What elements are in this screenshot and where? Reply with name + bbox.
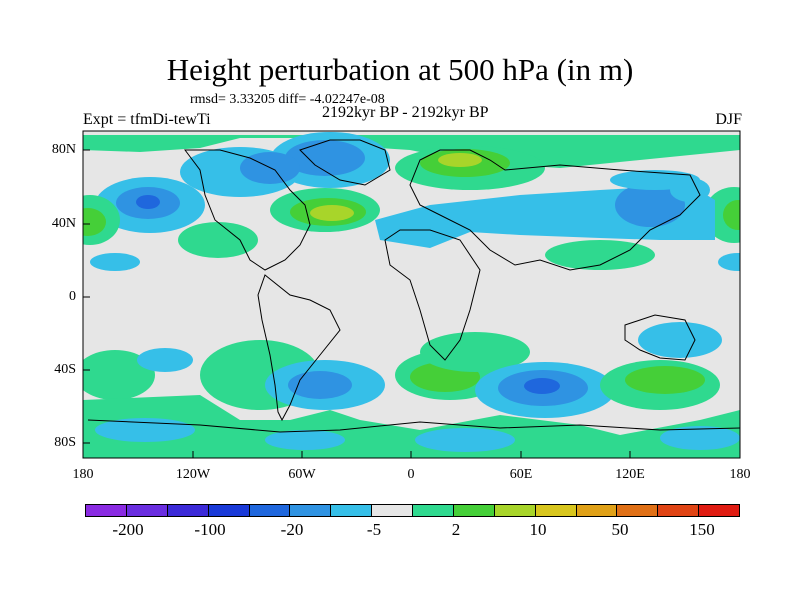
colorbar-swatch: [126, 505, 168, 516]
experiment-label: Expt = tfmDi-tewTi: [83, 111, 211, 128]
colorbar-swatch: [249, 505, 291, 516]
colorbar-swatch: [535, 505, 577, 516]
colorbar-swatch: [576, 505, 618, 516]
lon-tick-120w: 120W: [175, 467, 211, 482]
colorbar-swatch: [290, 505, 332, 516]
colorbar-swatch: [208, 505, 250, 516]
colorbar-label: 150: [689, 520, 715, 539]
season-label: DJF: [715, 111, 742, 128]
lon-tick-120e: 120E: [615, 467, 645, 482]
lat-tick-40s: 40S: [54, 362, 76, 377]
lat-tick-0: 0: [69, 289, 76, 304]
colorbar-swatch: [453, 505, 495, 516]
colorbar-swatch: [617, 505, 659, 516]
colorbar-swatch: [331, 505, 373, 516]
colorbar-swatch: [167, 505, 209, 516]
tick-marks: [82, 149, 741, 458]
colorbar-swatch: [494, 505, 536, 516]
colorbar-label: 2: [451, 520, 461, 539]
colorbar-label: -200: [112, 520, 144, 539]
colorbar-label: 10: [529, 520, 547, 539]
lat-tick-40n: 40N: [51, 216, 76, 231]
rmsd-diff-stats: rmsd= 3.33205 diff= -4.02247e-08: [190, 92, 385, 107]
colorbar-swatch: [372, 505, 413, 516]
colorbar-label: 50: [611, 520, 629, 539]
lon-tick-60w: 60W: [288, 467, 316, 482]
colorbar-swatch: [699, 505, 739, 516]
lon-tick-180w: 180: [72, 467, 94, 482]
colorbar-label: -100: [194, 520, 226, 539]
colorbar-swatch: [413, 505, 454, 516]
lon-tick-180e: 180: [729, 467, 751, 482]
coastlines: [87, 139, 740, 433]
colorbar-swatch: [658, 505, 700, 516]
lon-tick-0: 0: [407, 467, 415, 482]
lon-tick-60e: 60E: [509, 467, 533, 482]
lat-tick-80n: 80N: [51, 142, 76, 157]
lat-tick-80s: 80S: [54, 435, 76, 450]
colorbar-label: -20: [280, 520, 304, 539]
plot-title: Height perturbation at 500 hPa (in m): [166, 52, 634, 87]
colorbar-label: -5: [366, 520, 382, 539]
colorbar-swatch: [86, 505, 127, 516]
colorbar: [85, 504, 740, 517]
period-label: 2192kyr BP - 2192kyr BP: [322, 104, 489, 121]
